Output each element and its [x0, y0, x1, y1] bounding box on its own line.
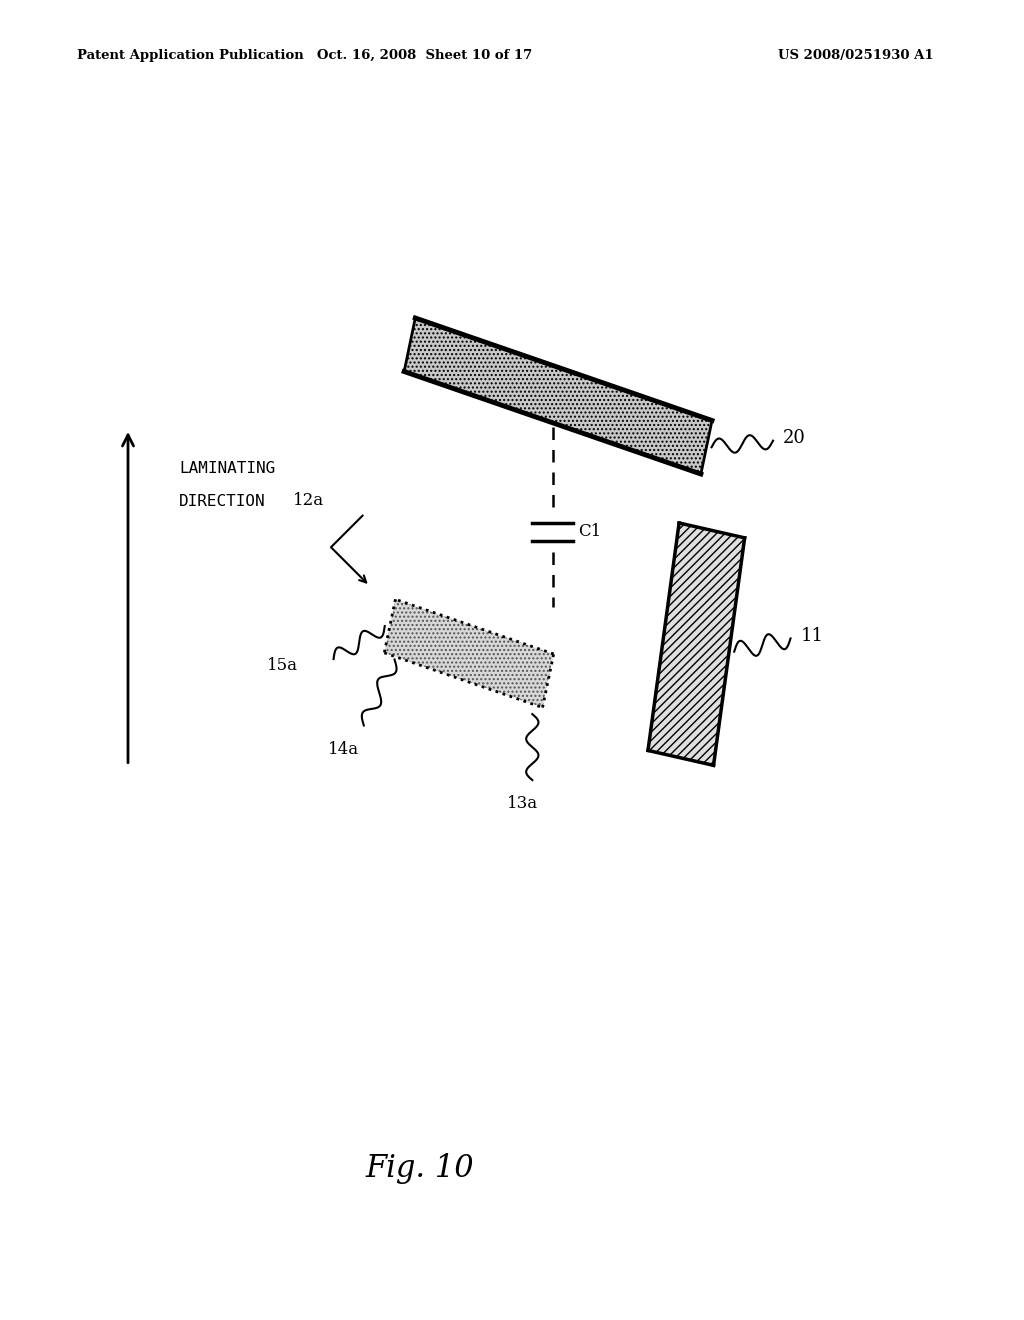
Polygon shape [404, 318, 712, 474]
Text: 12a: 12a [293, 492, 325, 508]
Text: 11: 11 [801, 627, 823, 644]
Text: Patent Application Publication: Patent Application Publication [77, 49, 303, 62]
Text: 14a: 14a [328, 741, 359, 758]
Polygon shape [648, 523, 744, 766]
Text: 15a: 15a [267, 657, 298, 675]
Text: US 2008/0251930 A1: US 2008/0251930 A1 [778, 49, 934, 62]
Polygon shape [384, 599, 554, 708]
Text: DIRECTION: DIRECTION [179, 494, 266, 510]
Text: Fig. 10: Fig. 10 [366, 1152, 474, 1184]
Text: LAMINATING: LAMINATING [179, 461, 275, 477]
Text: 20: 20 [783, 429, 806, 447]
Text: 13a: 13a [507, 796, 538, 812]
Text: Oct. 16, 2008  Sheet 10 of 17: Oct. 16, 2008 Sheet 10 of 17 [317, 49, 532, 62]
Text: C1: C1 [579, 524, 602, 540]
